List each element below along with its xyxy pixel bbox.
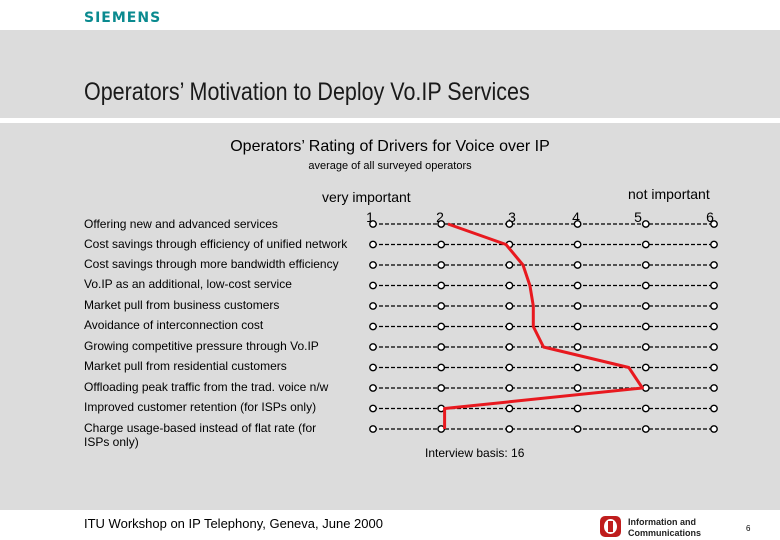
rating-marker (369, 343, 377, 351)
rating-marker (573, 404, 582, 413)
rating-marker (710, 384, 718, 392)
logo-line-2: Communications (628, 528, 702, 538)
rating-marker (641, 322, 650, 331)
rating-marker (369, 425, 377, 433)
rating-marker (437, 261, 446, 269)
row-label-business-customers: Market pull from business customers (84, 298, 280, 312)
row-label-peak-traffic: Offloading peak traffic from the trad. v… (84, 380, 329, 394)
info-comm-logo-text: Information and Communications (628, 517, 701, 539)
siemens-logo: SIEMENS (84, 10, 162, 26)
rating-marker (573, 384, 582, 392)
axis-label-not-important: not important (628, 186, 710, 202)
rating-marker (710, 261, 718, 269)
scale-tick-label: 5 (634, 209, 642, 225)
rating-marker (369, 281, 377, 290)
rating-marker (573, 425, 582, 433)
rating-marker (641, 261, 650, 269)
scale-tick-label: 1 (366, 209, 374, 225)
rating-marker (641, 425, 650, 433)
rating-marker (369, 302, 377, 310)
rating-marker (710, 240, 718, 249)
rating-marker (573, 302, 582, 310)
rating-marker (369, 261, 377, 269)
footer-event: ITU Workshop on IP Telephony, Geneva, Ju… (84, 516, 383, 531)
row-label-new-services: Offering new and advanced services (84, 217, 278, 231)
rating-marker (710, 281, 718, 290)
rating-marker (369, 220, 377, 228)
rating-marker (710, 220, 718, 228)
rating-marker (505, 302, 514, 310)
rating-marker (641, 281, 650, 290)
rating-marker (437, 240, 446, 249)
rating-marker (437, 384, 446, 392)
rating-marker (505, 363, 514, 372)
chart-title: Operators’ Rating of Drivers for Voice o… (230, 138, 550, 155)
rating-marker (369, 363, 377, 372)
rating-marker (710, 425, 718, 433)
rating-marker (573, 281, 582, 290)
row-label-bandwidth-efficiency: Cost savings through more bandwidth effi… (84, 257, 339, 271)
rating-marker (505, 343, 514, 351)
rating-marker (710, 302, 718, 310)
interview-basis-note: Interview basis: 16 (425, 446, 525, 460)
rating-marker (369, 322, 377, 331)
scale-tick-label: 3 (508, 209, 516, 225)
rating-marker (573, 220, 582, 228)
axis-label-very-important: very important (322, 189, 411, 205)
row-label-customer-retention: Improved customer retention (for ISPs on… (84, 400, 317, 414)
page-title: Operators’ Motivation to Deploy Vo.IP Se… (84, 78, 530, 106)
rating-marker (437, 281, 446, 290)
row-label-unified-network: Cost savings through efficiency of unifi… (84, 237, 348, 251)
rating-marker (641, 363, 650, 372)
scale-tick-label: 4 (572, 209, 580, 225)
rating-marker (505, 220, 514, 228)
scale-tick-label: 2 (436, 209, 444, 225)
rating-marker (641, 302, 650, 310)
rating-marker (573, 363, 582, 372)
rating-marker (710, 343, 718, 351)
rating-marker (505, 404, 514, 413)
row-label-interconnection-cost: Avoidance of interconnection cost (84, 318, 264, 332)
title-band (0, 30, 780, 118)
row-label-usage-based-charge: Charge usage-based instead of flat rate … (84, 421, 317, 449)
rating-marker (437, 363, 446, 372)
rating-marker (369, 404, 377, 413)
rating-marker (710, 404, 718, 413)
rating-marker (369, 240, 377, 249)
rating-marker (505, 322, 514, 331)
rating-marker (710, 363, 718, 372)
scale-tick-label: 6 (706, 209, 714, 225)
rating-marker (437, 322, 446, 331)
rating-marker (641, 404, 650, 413)
page-number: 6 (746, 524, 751, 533)
rating-marker (710, 322, 718, 331)
row-label-competitive-pressure: Growing competitive pressure through Vo.… (84, 339, 319, 353)
rating-marker (641, 240, 650, 249)
rating-marker (641, 343, 650, 351)
info-comm-logo-icon (600, 516, 621, 537)
rating-marker (437, 343, 446, 351)
rating-marker (505, 425, 514, 433)
chart-subtitle: average of all surveyed operators (308, 160, 472, 172)
rating-marker (573, 261, 582, 269)
rating-marker (437, 302, 446, 310)
rating-marker (505, 384, 514, 392)
logo-line-1: Information and (628, 517, 696, 527)
rating-marker (369, 384, 377, 392)
rating-marker (573, 240, 582, 249)
rating-marker (573, 322, 582, 331)
row-label-residential-customers: Market pull from residential customers (84, 359, 287, 373)
rating-marker (437, 220, 446, 228)
chart-panel (0, 123, 780, 510)
rating-marker (573, 343, 582, 351)
rating-marker (505, 281, 514, 290)
rating-marker (505, 261, 514, 269)
row-label-low-cost-service: Vo.IP as an additional, low-cost service (84, 277, 292, 291)
rating-marker (641, 220, 650, 228)
